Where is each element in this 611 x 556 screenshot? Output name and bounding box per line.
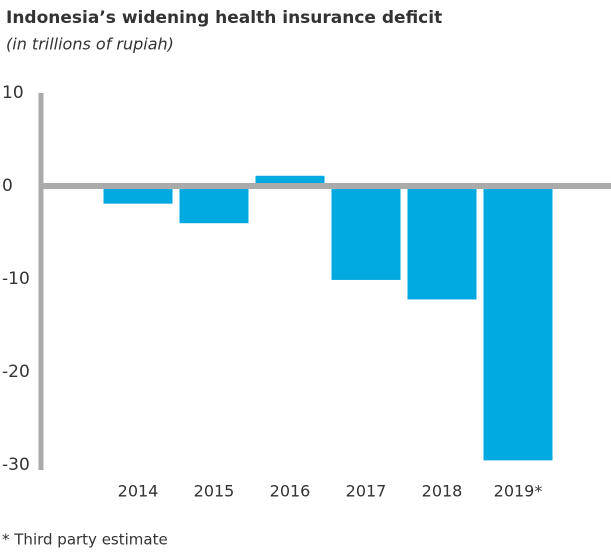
x-tick-label: 2019* <box>494 482 543 501</box>
chart-subtitle: (in trillions of rupiah) <box>6 35 174 54</box>
bar <box>407 186 477 300</box>
bar <box>483 186 553 461</box>
bar <box>103 186 173 204</box>
x-tick-label: 2016 <box>270 482 311 501</box>
x-tick-label: 2015 <box>194 482 235 501</box>
y-tick-label: -10 <box>2 269 30 289</box>
bar <box>331 186 401 280</box>
x-tick-label: 2014 <box>118 482 159 501</box>
x-tick-label: 2017 <box>346 482 387 501</box>
footnote: * Third party estimate <box>2 531 168 549</box>
y-tick-label: -30 <box>2 455 30 475</box>
x-tick-label: 2018 <box>422 482 463 501</box>
y-tick-label: 0 <box>2 176 13 196</box>
y-tick-label: -20 <box>2 362 30 382</box>
bar <box>179 186 249 224</box>
chart-title: Indonesia’s widening health insurance de… <box>6 8 442 28</box>
bar <box>255 175 325 186</box>
y-tick-label: 10 <box>2 83 24 103</box>
